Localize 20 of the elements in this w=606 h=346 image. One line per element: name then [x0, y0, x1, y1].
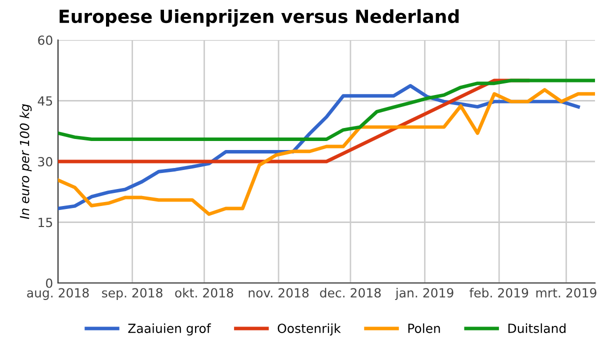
y-tick-label: 0 — [46, 278, 52, 288]
x-tick-label: aug. 2018 — [27, 288, 89, 300]
y-axis-title: In euro per 100 kg — [20, 104, 32, 220]
y-tick-label: 45 — [38, 96, 52, 106]
chart-title: Europese Uienprijzen versus Nederland — [60, 9, 459, 27]
y-tick-label: 15 — [38, 218, 52, 228]
legend-label: Zaaiuien grof — [128, 323, 212, 336]
x-tick-label: nov. 2018 — [248, 288, 309, 298]
y-tick-label: 30 — [38, 156, 52, 166]
line-series — [58, 78, 595, 141]
x-tick-label: mrt. 2019 — [536, 288, 596, 298]
x-tick-label: sep. 2018 — [102, 288, 162, 300]
x-tick-label: feb. 2019 — [470, 288, 528, 298]
legend-label: Polen — [408, 323, 440, 334]
legend-label: Duitsland — [508, 323, 566, 334]
x-tick-label: jan. 2019 — [395, 288, 454, 300]
x-tick-label: okt. 2018 — [175, 288, 234, 298]
x-tick-label: dec. 2018 — [320, 288, 381, 298]
legend-label: Oostenrijk — [278, 323, 341, 336]
y-tick-label: 60 — [38, 35, 52, 45]
